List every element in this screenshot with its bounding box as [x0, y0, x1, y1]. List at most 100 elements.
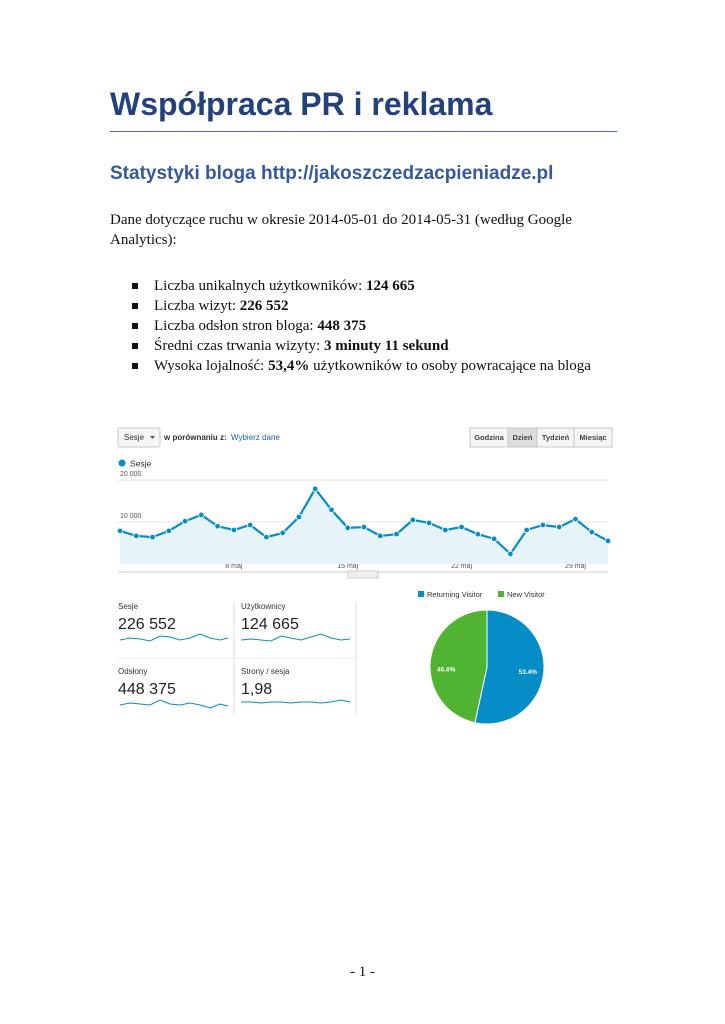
- line-point: [539, 521, 547, 529]
- metric-value: 226 552: [118, 616, 176, 633]
- range-button[interactable]: [573, 427, 613, 448]
- line-point: [507, 550, 514, 558]
- pie-label: 46.6%: [437, 667, 456, 674]
- stat-text: Średni czas trwania wizyty:: [154, 338, 324, 354]
- metric-label: Sesje: [118, 602, 139, 611]
- stat-value: 124 665: [366, 278, 415, 294]
- sparkline: [119, 633, 229, 642]
- scroll-handle[interactable]: [347, 570, 379, 579]
- legend-dot: [118, 459, 126, 467]
- legend-label: Sesje: [130, 458, 152, 468]
- line-point: [409, 516, 416, 524]
- y-tick-label: 20 000: [120, 471, 142, 478]
- stat-item: Liczba wizyt: 226 552: [110, 296, 591, 316]
- stat-text: Liczba unikalnych użytkowników:: [154, 278, 367, 294]
- metric-dropdown-label: Sesje: [124, 433, 145, 442]
- line-point: [133, 532, 140, 540]
- line-point: [588, 528, 595, 536]
- stat-item: Liczba odsłon stron bloga: 448 375: [110, 316, 591, 336]
- range-buttons: Godzina Dzień Tydzień Miesiąc: [469, 427, 613, 448]
- stat-item: Wysoka lojalność: 53,4% użytkowników to …: [110, 356, 591, 376]
- line-point: [490, 535, 498, 543]
- line-point: [442, 526, 449, 534]
- sparkline: [241, 699, 351, 704]
- stats-list: Liczba unikalnych użytkowników: 124 665 …: [110, 276, 591, 376]
- x-tick-label: 8 maj: [225, 563, 243, 570]
- pie-slice: [474, 609, 545, 724]
- intro: Dane dotyczące ruchu w okresie 2014-05-0…: [110, 212, 572, 248]
- legend-label: New Visitor: [507, 590, 545, 599]
- line-point: [572, 515, 579, 523]
- stat-item: Średni czas trwania wizyty: 3 minuty 11 …: [110, 336, 591, 356]
- stat-text: Wysoka lojalność:: [154, 358, 269, 374]
- stat-text: użytkowników to osoby powracające na blo…: [309, 358, 591, 374]
- stat-item: Liczba unikalnych użytkowników: 124 665: [110, 276, 591, 296]
- line-point: [165, 527, 172, 535]
- line-area: [120, 488, 608, 564]
- title: Współpraca PR i reklama: [110, 86, 493, 122]
- metric-value: 1,98: [241, 681, 272, 698]
- metric-tiles: Sesje 226 552 Użytkownicy 124 665 Odsłony 448…: [118, 602, 299, 698]
- line-point: [474, 531, 482, 538]
- line-point: [360, 523, 368, 531]
- pie-chart: Returning Visitor New Visitor 53.4% 46.6%: [418, 590, 545, 724]
- line-point: [425, 519, 433, 527]
- x-tick-label: 22 maj: [451, 563, 472, 570]
- stat-value: 53,4%: [268, 358, 310, 374]
- metric-value: 448 375: [118, 681, 176, 698]
- metric-value: 124 665: [241, 616, 299, 633]
- analytics-screenshot: Sesje w porównaniu z: Wybierz dane Godzi…: [110, 422, 617, 724]
- line-point: [458, 523, 465, 531]
- line-point: [279, 529, 286, 537]
- legend-swatch: [498, 591, 504, 597]
- line-chart: 10 000 20 000 8 maj 15 maj 22 maj 29 maj: [116, 471, 612, 570]
- legend-swatch: [418, 591, 424, 597]
- x-tick-label: 29 maj: [565, 563, 586, 570]
- legend-label: Returning Visitor: [427, 590, 483, 599]
- compare-link[interactable]: Wybierz dane: [231, 433, 280, 442]
- stat-text: Liczba wizyt:: [154, 298, 240, 314]
- line-point: [263, 533, 270, 541]
- line-point: [214, 523, 221, 530]
- sparkline: [240, 633, 351, 642]
- metric-label: Strony / sesja: [241, 667, 290, 676]
- line-point: [523, 526, 530, 534]
- subtitle: Statystyki bloga http://jakoszczedzacpie…: [110, 163, 554, 184]
- line-point: [181, 517, 189, 525]
- line-point: [377, 532, 384, 540]
- pie-label: 53.4%: [519, 669, 538, 676]
- range-button-label: Miesiąc: [579, 433, 606, 442]
- compare-label: w porównaniu z:: [163, 433, 227, 442]
- range-button-label: Dzień: [512, 433, 532, 442]
- metric-label: Użytkownicy: [241, 602, 285, 611]
- pie-slice: [429, 609, 488, 724]
- page-number: - 1 -: [350, 964, 375, 980]
- line-point: [604, 537, 612, 545]
- line-point: [393, 531, 400, 538]
- metric-label: Odsłony: [118, 667, 147, 676]
- dropdown-arrow: [150, 436, 155, 439]
- line-point: [246, 521, 254, 529]
- line-point: [149, 533, 156, 541]
- stat-value: 226 552: [239, 298, 289, 314]
- line-point: [295, 513, 303, 521]
- stat-value: 3 minuty 11 sekund: [323, 338, 449, 354]
- line-point: [116, 527, 124, 535]
- line-point: [556, 523, 563, 531]
- range-button-label: Godzina: [474, 433, 504, 442]
- x-tick-label: 15 maj: [337, 563, 358, 570]
- line-point: [344, 524, 351, 532]
- line-point: [230, 526, 238, 534]
- title-rule: [110, 131, 617, 132]
- y-tick-label: 10 000: [120, 513, 142, 520]
- stat-text: Liczba odsłon stron bloga:: [154, 318, 318, 334]
- line-point: [198, 511, 205, 519]
- line-point: [311, 485, 319, 493]
- stat-value: 448 375: [317, 318, 367, 334]
- line-point: [328, 506, 335, 514]
- range-button-label: Tydzień: [542, 433, 570, 442]
- sparkline: [119, 699, 229, 709]
- metric-dropdown[interactable]: [117, 427, 161, 448]
